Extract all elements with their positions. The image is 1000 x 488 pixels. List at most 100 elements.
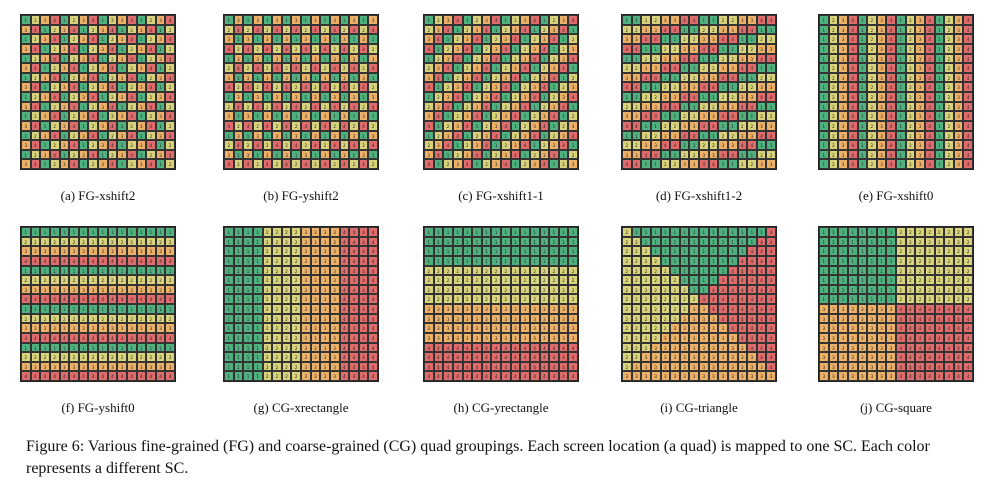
quad-cell: 1 <box>252 111 263 121</box>
quad-cell: 2 <box>501 24 511 35</box>
quad-cell: 3 <box>568 82 578 92</box>
quad-cell: 4 <box>549 371 559 381</box>
quad-cell: 4 <box>69 24 79 35</box>
quad-cell: 4 <box>727 304 738 314</box>
quad-cell: 1 <box>857 34 868 44</box>
quad-cell: 4 <box>126 332 137 343</box>
quad-cell: 3 <box>40 53 50 64</box>
quad-cell: 3 <box>867 342 877 353</box>
quad-cell: 2 <box>329 159 340 169</box>
quad-cell: 2 <box>539 24 550 35</box>
quad-cell: 4 <box>107 140 118 150</box>
quad-cell: 2 <box>281 265 292 276</box>
quad-cell: 3 <box>78 72 89 83</box>
quad-cell: 3 <box>699 323 709 333</box>
quad-cell: 4 <box>737 140 748 150</box>
quad-cell: 2 <box>117 275 127 285</box>
quad-cell: 2 <box>689 149 699 160</box>
quad-cell: 1 <box>262 15 273 25</box>
quad-cell: 3 <box>766 371 776 381</box>
quad-cell: 2 <box>107 111 118 121</box>
quad-cell: 3 <box>641 101 651 112</box>
quad-cell: 4 <box>539 352 550 362</box>
quad-cell: 4 <box>49 111 60 121</box>
quad-cell: 2 <box>867 120 877 131</box>
quad-cell: 3 <box>21 284 31 295</box>
quad-cell: 4 <box>59 294 70 304</box>
quad-cell: 1 <box>568 255 578 266</box>
quad-cell: 2 <box>568 111 578 121</box>
quad-cell: 1 <box>847 236 858 247</box>
quad-cell: 3 <box>501 72 511 83</box>
quad-cell: 2 <box>924 236 935 247</box>
quad-cell: 2 <box>905 63 916 73</box>
quad-cell: 3 <box>679 159 690 169</box>
quad-cell: 1 <box>699 236 709 247</box>
quad-cell: 3 <box>136 63 147 73</box>
quad-cell: 4 <box>718 72 728 83</box>
quad-cell: 2 <box>660 82 671 92</box>
quad-cell: 4 <box>886 111 896 121</box>
quad-cell: 1 <box>155 227 166 237</box>
quad-cell: 2 <box>689 294 699 304</box>
quad-cell: 3 <box>329 313 340 324</box>
quad-cell: 1 <box>136 227 147 237</box>
quad-cell: 4 <box>59 255 70 266</box>
quad-cell: 1 <box>243 236 253 247</box>
quad-cell: 3 <box>819 332 829 343</box>
quad-cell: 1 <box>886 275 896 285</box>
quad-cell: 4 <box>358 342 369 353</box>
quad-cell: 4 <box>847 149 858 160</box>
quad-cell: 3 <box>310 371 321 381</box>
quad-cell: 2 <box>462 294 473 304</box>
quad-cell: 4 <box>924 361 935 372</box>
quad-cell: 1 <box>262 130 273 141</box>
quad-cell: 1 <box>243 313 253 324</box>
quad-cell: 2 <box>699 101 709 112</box>
quad-cell: 1 <box>224 255 234 266</box>
quad-cell: 4 <box>136 332 147 343</box>
quad-cell: 3 <box>838 111 848 121</box>
quad-cell: 1 <box>88 304 98 314</box>
quad-cell: 1 <box>631 15 642 25</box>
quad-cell: 2 <box>905 275 916 285</box>
quad-cell: 4 <box>622 82 632 92</box>
quad-cell: 1 <box>708 15 719 25</box>
quad-cell: 1 <box>291 34 301 44</box>
quad-cell: 1 <box>539 53 550 64</box>
quad-cell: 1 <box>650 82 661 92</box>
quad-cell: 3 <box>510 304 521 314</box>
quad-cell: 4 <box>491 352 501 362</box>
quad-cell: 3 <box>568 313 578 324</box>
quad-cell: 1 <box>224 265 234 276</box>
figure-caption: Figure 6: Various fine-grained (FG) and … <box>26 438 930 477</box>
quad-cell: 4 <box>953 323 964 333</box>
quad-cell: 2 <box>708 140 719 150</box>
quad-cell: 2 <box>944 140 954 150</box>
quad-cell: 3 <box>329 92 340 102</box>
quad-cell: 4 <box>641 149 651 160</box>
quad-cell: 3 <box>424 323 434 333</box>
quad-cell: 3 <box>558 130 569 141</box>
quad-cell: 3 <box>155 111 166 121</box>
quad-cell: 2 <box>934 265 945 276</box>
quad-cell: 3 <box>117 361 127 372</box>
quad-cell: 2 <box>491 111 501 121</box>
quad-cell: 2 <box>126 101 137 112</box>
quad-cell: 3 <box>281 111 292 121</box>
quad-cell: 3 <box>876 323 887 333</box>
quad-cell: 2 <box>905 159 916 169</box>
quad-cell: 1 <box>847 227 858 237</box>
quad-cell: 2 <box>963 255 973 266</box>
quad-cell: 4 <box>433 111 444 121</box>
quad-cell: 1 <box>224 236 234 247</box>
quad-cell: 4 <box>766 304 776 314</box>
quad-cell: 3 <box>59 323 70 333</box>
quad-cell: 1 <box>727 227 738 237</box>
quad-cell: 1 <box>819 140 829 150</box>
quad-cell: 4 <box>766 53 776 64</box>
quad-cell: 2 <box>281 63 292 73</box>
quad-cell: 2 <box>631 275 642 285</box>
quad-cell: 3 <box>953 24 964 35</box>
quad-cell: 2 <box>88 43 98 54</box>
